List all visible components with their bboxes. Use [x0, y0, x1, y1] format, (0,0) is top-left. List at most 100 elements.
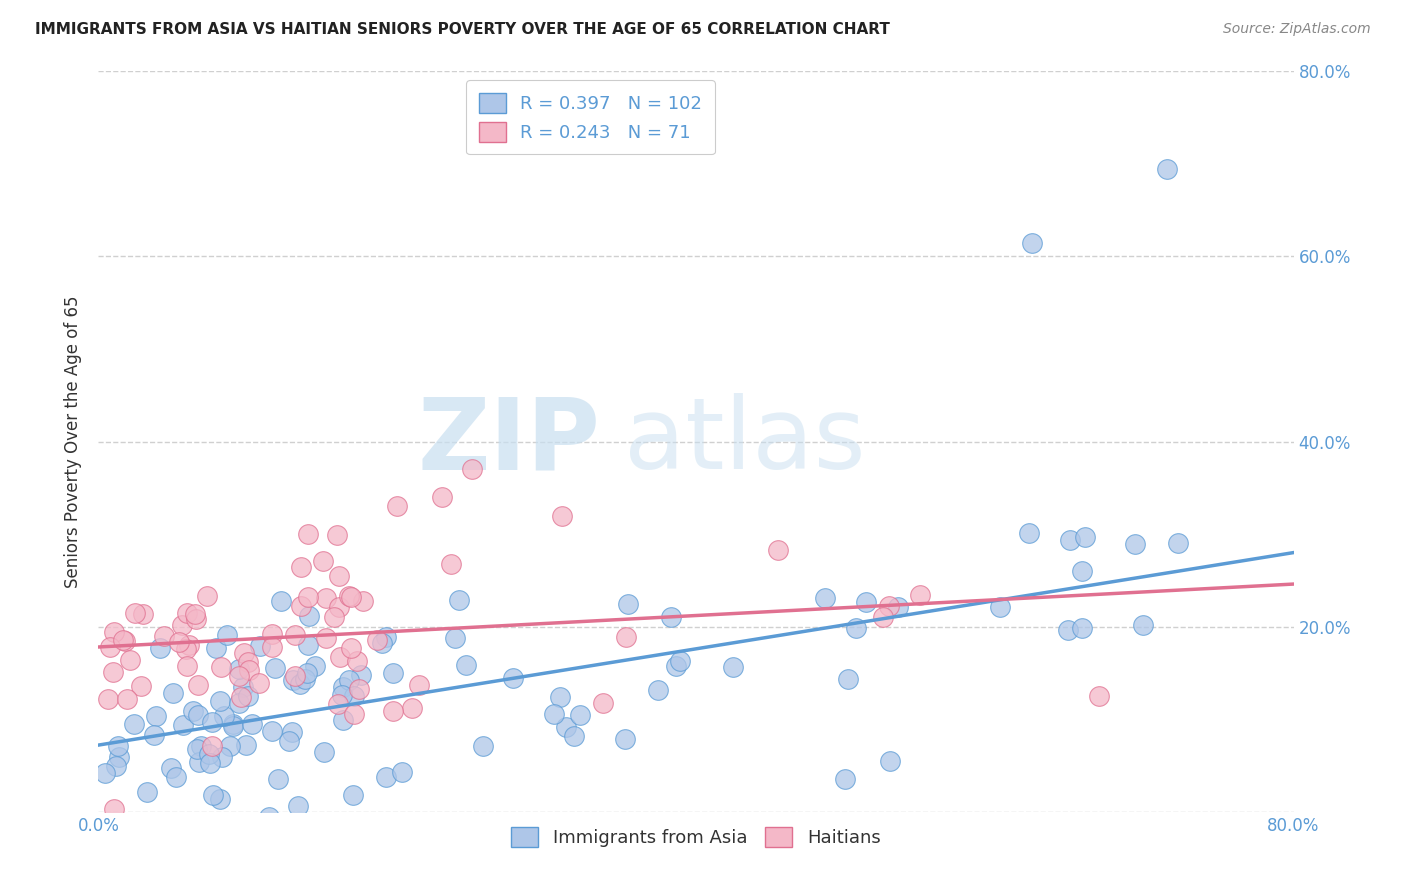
Text: atlas: atlas	[624, 393, 866, 490]
Point	[613, 732, 636, 747]
Point	[326, 528, 349, 542]
Point	[665, 659, 688, 673]
Point	[872, 609, 894, 624]
Point	[1018, 526, 1040, 541]
Point	[170, 617, 193, 632]
Point	[118, 653, 141, 667]
Point	[332, 714, 354, 728]
Point	[112, 632, 135, 647]
Point	[222, 719, 245, 733]
Point	[1021, 235, 1043, 250]
Point	[187, 707, 209, 722]
Point	[343, 707, 366, 722]
Point	[721, 660, 744, 674]
Point	[176, 606, 198, 620]
Point	[114, 634, 136, 648]
Point	[1167, 535, 1189, 549]
Point	[887, 599, 910, 614]
Point	[502, 671, 524, 685]
Point	[270, 593, 292, 607]
Point	[350, 668, 373, 682]
Point	[569, 707, 592, 722]
Point	[142, 728, 165, 742]
Point	[172, 718, 194, 732]
Point	[834, 772, 856, 787]
Point	[382, 704, 405, 718]
Point	[342, 789, 364, 803]
Point	[352, 594, 374, 608]
Point	[304, 659, 326, 673]
Point	[659, 610, 682, 624]
Point	[98, 640, 121, 654]
Point	[211, 660, 233, 674]
Point	[908, 588, 931, 602]
Point	[337, 590, 360, 604]
Point	[177, 638, 200, 652]
Point	[315, 631, 337, 645]
Point	[391, 765, 413, 780]
Point	[371, 636, 394, 650]
Point	[162, 686, 184, 700]
Point	[242, 717, 264, 731]
Point	[330, 688, 353, 702]
Point	[136, 785, 159, 799]
Point	[814, 591, 837, 606]
Point	[278, 734, 301, 748]
Point	[186, 742, 208, 756]
Point	[1071, 565, 1094, 579]
Point	[768, 543, 790, 558]
Point	[108, 750, 131, 764]
Point	[312, 553, 335, 567]
Point	[444, 631, 467, 645]
Point	[149, 640, 172, 655]
Point	[281, 673, 304, 687]
Point	[837, 672, 859, 686]
Point	[340, 590, 363, 604]
Point	[284, 628, 307, 642]
Point	[183, 704, 205, 718]
Point	[260, 640, 283, 654]
Point	[1056, 624, 1078, 638]
Point	[375, 770, 398, 784]
Point	[1088, 689, 1111, 703]
Point	[548, 690, 571, 704]
Point	[202, 788, 225, 802]
Point	[328, 697, 350, 711]
Point	[208, 792, 231, 806]
Point	[440, 557, 463, 571]
Point	[471, 739, 494, 754]
Point	[122, 717, 145, 731]
Point	[198, 747, 221, 761]
Point	[264, 660, 287, 674]
Point	[375, 631, 398, 645]
Point	[94, 766, 117, 780]
Point	[238, 689, 260, 703]
Point	[260, 724, 283, 739]
Point	[454, 658, 477, 673]
Point	[201, 739, 224, 753]
Point	[346, 654, 368, 668]
Point	[249, 640, 271, 654]
Point	[543, 706, 565, 721]
Point	[290, 560, 312, 574]
Point	[337, 673, 360, 687]
Point	[201, 715, 224, 730]
Point	[176, 658, 198, 673]
Point	[877, 599, 900, 613]
Point	[855, 595, 877, 609]
Point	[187, 755, 209, 769]
Point	[988, 599, 1011, 614]
Point	[197, 589, 219, 603]
Point	[408, 677, 430, 691]
Point	[262, 627, 284, 641]
Point	[229, 690, 252, 705]
Point	[297, 527, 319, 541]
Point	[1071, 621, 1094, 635]
Point	[238, 663, 260, 677]
Point	[235, 738, 257, 752]
Point	[176, 641, 198, 656]
Point	[382, 666, 405, 681]
Point	[228, 697, 250, 711]
Point	[430, 490, 453, 504]
Point	[294, 673, 316, 687]
